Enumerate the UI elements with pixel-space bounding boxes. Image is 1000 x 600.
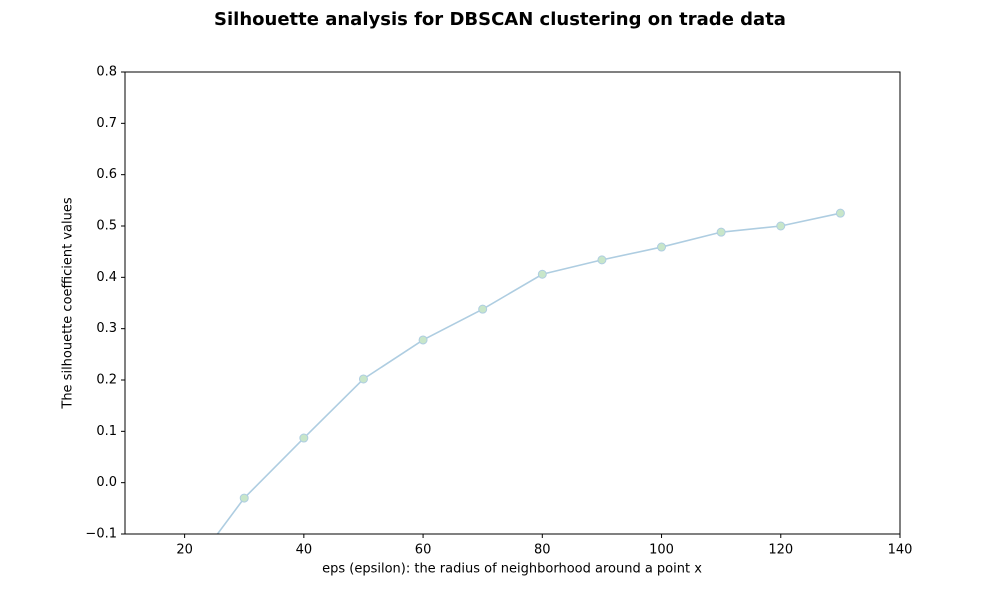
x-tick-label: 140: [888, 543, 913, 558]
marker: [478, 304, 488, 314]
y-tick-label: 0.5: [96, 219, 117, 234]
x-tick-label: 120: [768, 543, 793, 558]
x-tick-label: 60: [415, 543, 432, 558]
line: [216, 212, 841, 534]
marker: [418, 335, 428, 345]
y-tick-label: 0.4: [96, 270, 117, 285]
x-tick-label: 80: [534, 543, 551, 558]
marker: [358, 374, 368, 384]
y-tick-label: 0.3: [96, 321, 117, 336]
x-axis-label: eps (epsilon): the radius of neighborhoo…: [322, 562, 702, 577]
marker: [299, 433, 309, 443]
marker: [657, 242, 667, 252]
chart-title: Silhouette analysis for DBSCAN clusterin…: [214, 9, 786, 30]
x-tick-label: 20: [176, 543, 193, 558]
y-tick-label: −0.1: [85, 527, 117, 542]
y-tick-label: 0.0: [96, 475, 117, 490]
y-tick-label: 0.2: [96, 373, 117, 388]
y-tick-label: 0.6: [96, 167, 117, 182]
x-tick-label: 100: [649, 543, 674, 558]
marker: [835, 208, 845, 218]
marker: [716, 227, 726, 237]
y-axis-label: The silhouette coefficient values: [61, 197, 76, 409]
plot-frame: [124, 71, 901, 535]
marker: [239, 493, 249, 503]
x-tick-label: 40: [296, 543, 313, 558]
y-tick-label: 0.8: [96, 65, 117, 80]
marker: [776, 221, 786, 231]
y-tick-label: 0.7: [96, 116, 117, 131]
marker: [597, 255, 607, 265]
y-tick-label: 0.1: [96, 424, 117, 439]
marker: [537, 269, 547, 279]
marker: [181, 574, 189, 582]
plot-area: [181, 208, 845, 582]
